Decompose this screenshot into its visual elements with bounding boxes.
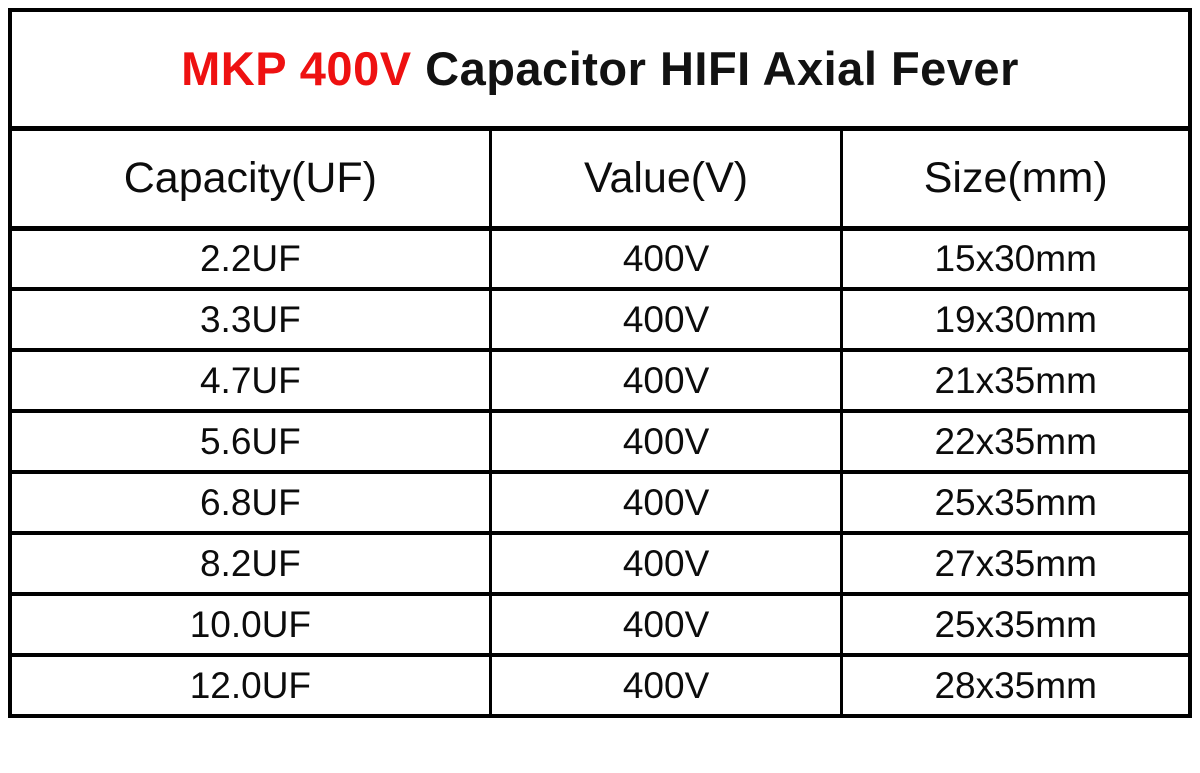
cell-value: 400V <box>488 348 844 413</box>
cell-value: 400V <box>488 531 844 596</box>
cell-capacity: 4.7UF <box>8 348 492 413</box>
header-row: Capacity(UF) Value(V) Size(mm) <box>8 128 1192 231</box>
table-row: 10.0UF 400V 25x35mm <box>8 592 1192 657</box>
table-row: 3.3UF 400V 19x30mm <box>8 287 1192 352</box>
capacitor-spec-table: MKP 400V Capacitor HIFI Axial Fever Capa… <box>8 8 1192 718</box>
table-row: 2.2UF 400V 15x30mm <box>8 226 1192 291</box>
cell-value: 400V <box>488 226 844 291</box>
cell-size: 21x35mm <box>840 348 1192 413</box>
cell-size: 27x35mm <box>840 531 1192 596</box>
cell-capacity: 3.3UF <box>8 287 492 352</box>
cell-size: 28x35mm <box>840 653 1192 718</box>
cell-size: 25x35mm <box>840 470 1192 535</box>
cell-capacity: 6.8UF <box>8 470 492 535</box>
column-header-size: Size(mm) <box>840 128 1192 231</box>
cell-capacity: 12.0UF <box>8 653 492 718</box>
cell-capacity: 2.2UF <box>8 226 492 291</box>
table-row: 12.0UF 400V 28x35mm <box>8 653 1192 718</box>
cell-value: 400V <box>488 287 844 352</box>
column-header-value: Value(V) <box>488 128 844 231</box>
cell-size: 19x30mm <box>840 287 1192 352</box>
page-title: MKP 400V Capacitor HIFI Axial Fever <box>10 10 1190 131</box>
cell-size: 22x35mm <box>840 409 1192 474</box>
cell-size: 25x35mm <box>840 592 1192 657</box>
cell-capacity: 5.6UF <box>8 409 492 474</box>
cell-value: 400V <box>488 470 844 535</box>
table-row: 6.8UF 400V 25x35mm <box>8 470 1192 535</box>
cell-capacity: 10.0UF <box>8 592 492 657</box>
title-main-text: Capacitor HIFI Axial Fever <box>425 42 1019 96</box>
cell-value: 400V <box>488 409 844 474</box>
cell-capacity: 8.2UF <box>8 531 492 596</box>
column-header-capacity: Capacity(UF) <box>8 128 492 231</box>
cell-size: 15x30mm <box>840 226 1192 291</box>
table-row: 4.7UF 400V 21x35mm <box>8 348 1192 413</box>
cell-value: 400V <box>488 592 844 657</box>
table-row: 8.2UF 400V 27x35mm <box>8 531 1192 596</box>
title-accent-text: MKP 400V <box>181 42 412 96</box>
cell-value: 400V <box>488 653 844 718</box>
table-row: 5.6UF 400V 22x35mm <box>8 409 1192 474</box>
title-row: MKP 400V Capacitor HIFI Axial Fever <box>10 10 1190 131</box>
table-body: 2.2UF 400V 15x30mm 3.3UF 400V 19x30mm 4.7UF 400… <box>8 226 1192 718</box>
